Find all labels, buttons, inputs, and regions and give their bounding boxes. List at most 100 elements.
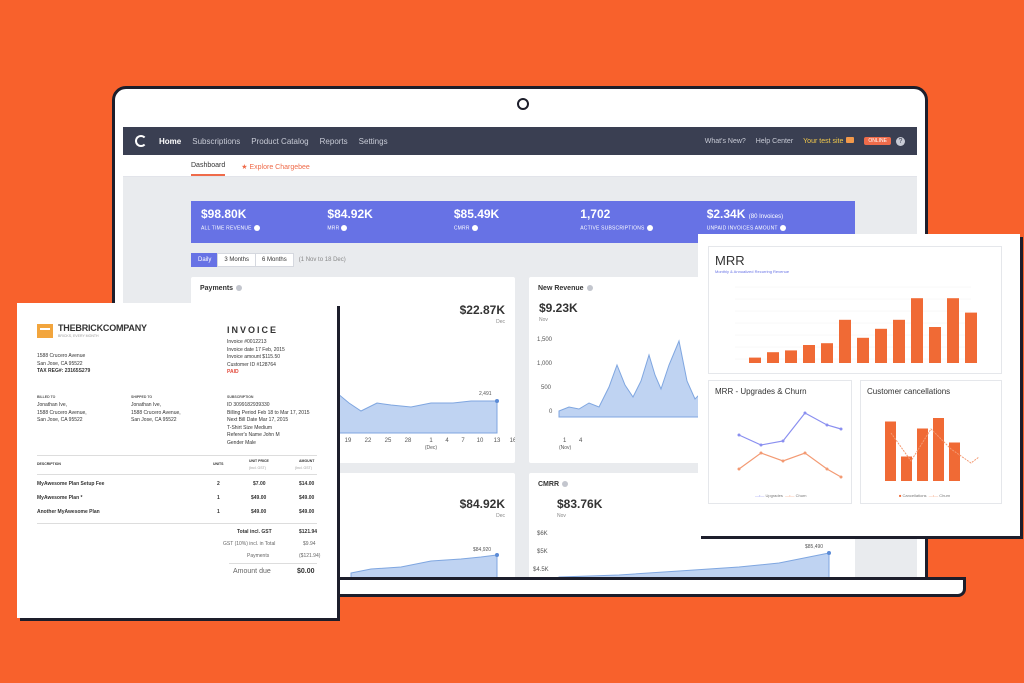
kpi-active-subscriptions[interactable]: 1,702 ACTIVE SUBSCRIPTIONS [580, 207, 706, 237]
brick-logo-icon [37, 323, 53, 338]
cmrr-chart: $6K $5K $4.5K $85,490 [533, 531, 831, 579]
mrr-bar[interactable] [947, 298, 959, 363]
cancellation-bar[interactable] [917, 428, 928, 482]
kpi-value: $85.49K [453, 207, 500, 221]
customer-id: Customer ID #128764 [227, 361, 276, 368]
kpi-value-text: $2.34K [706, 207, 746, 221]
mrr-bar[interactable] [893, 319, 905, 363]
y-tick: $4.5K [533, 567, 549, 573]
mrr-bar[interactable] [857, 337, 869, 363]
x-tick: 1 [563, 438, 567, 444]
info-icon[interactable] [236, 285, 243, 292]
info-icon[interactable] [586, 285, 593, 292]
mrr-bar[interactable] [875, 328, 887, 363]
range-3-months-button[interactable]: 3 Months [217, 253, 257, 267]
cancellation-bar[interactable] [885, 421, 896, 482]
amount-due-value: $0.00 [297, 568, 315, 575]
camera-icon [517, 98, 529, 110]
info-icon[interactable] [471, 225, 478, 231]
mrr-bar[interactable] [929, 327, 941, 363]
new-revenue-value: $9.23K [539, 301, 578, 315]
nav-subscriptions[interactable]: Subscriptions [192, 136, 241, 146]
address-line: San Jose, CA 95522 [37, 360, 83, 367]
mrr-chart: $84,920 [350, 547, 499, 579]
mrr-bar[interactable] [803, 345, 815, 363]
upgrades-churn-chart [737, 411, 843, 479]
nav-settings[interactable]: Settings [358, 136, 388, 146]
info-icon[interactable] [646, 225, 653, 231]
cmrr-period: Nov [557, 513, 566, 519]
legend-cancel-churn: Churn [939, 493, 951, 498]
kpi-label-text: UNPAID INVOICES AMOUNT [706, 225, 778, 232]
total-label: Total incl. GST [237, 529, 272, 535]
info-icon[interactable] [562, 481, 568, 488]
invoice-number: Invoice #0012213 [227, 339, 267, 345]
cancellations-title: Customer cancellations [867, 387, 951, 396]
cancellation-bar[interactable] [949, 442, 960, 482]
mrr-bar-chart [735, 286, 977, 363]
new-revenue-y-ticks: 1,500 1,000 500 0 [537, 337, 553, 415]
range-6-months-button[interactable]: 6 Months [255, 253, 294, 267]
kpi-unpaid-invoices[interactable]: $2.34K (80 Invoices) UNPAID INVOICES AMOU… [707, 207, 845, 237]
info-icon[interactable] [341, 225, 348, 231]
nav-home[interactable]: Home [159, 136, 182, 146]
range-daily-button[interactable]: Daily [191, 253, 219, 267]
nav-product-catalog[interactable]: Product Catalog [251, 136, 309, 146]
nav-right: What's New? Help Center Your test site O… [695, 136, 905, 146]
x-tick: 4 [579, 438, 583, 444]
subscription-line: Next Bill Date Mar 17, 2015 [227, 417, 289, 423]
cancellation-bar[interactable] [933, 418, 944, 481]
kpi-value: $98.80K [201, 207, 247, 221]
shipped-line: San Jose, CA 95522 [131, 417, 177, 423]
item-desc: MyAwesome Plan * [37, 495, 83, 501]
cmrr-last-point[interactable] [827, 551, 831, 555]
whats-new-link[interactable]: What's New? [704, 137, 746, 145]
x-tick: 25 [385, 438, 392, 444]
mrr-bar[interactable] [785, 350, 797, 363]
kpi-cmrr[interactable]: $85.49K CMRR [454, 207, 580, 237]
kpi-all-time-revenue[interactable]: $98.80K ALL TIME REVENUE [201, 207, 327, 237]
nav-reports[interactable]: Reports [319, 136, 348, 146]
mrr-bar[interactable] [839, 319, 851, 363]
cancel-churn-line [890, 428, 980, 464]
invoice-amount: Invoice amount $115.50 [227, 354, 281, 360]
info-icon[interactable] [779, 225, 786, 231]
x-tick: 4 [445, 438, 449, 444]
mrr-bar[interactable] [965, 312, 977, 363]
upgrades-line [738, 412, 842, 446]
cmrr-last-label: $85,490 [805, 544, 823, 550]
tab-explore[interactable]: ★ Explore Chargebee [241, 163, 310, 176]
payments-last-point[interactable] [495, 399, 499, 403]
cmrr-y-ticks: $6K $5K $4.5K [533, 531, 549, 573]
kpi-mrr[interactable]: $84.92K MRR [327, 207, 453, 237]
chargebee-logo-icon[interactable] [135, 135, 147, 147]
mrr-bar[interactable] [749, 357, 761, 363]
billed-to-label: BILLED TO [37, 395, 56, 399]
info-icon[interactable] [253, 225, 260, 231]
kpi-label-text: CMRR [453, 225, 470, 232]
col-note: (Incl. GST) [249, 466, 266, 470]
invoice-document: THEBRICKCOMPANY BRICKS, EVERY MONTH 1588… [17, 303, 337, 618]
site-switcher[interactable]: Your test site [803, 137, 855, 145]
divider [229, 563, 317, 564]
amount-due-label: Amount due [233, 568, 271, 575]
card-title-text: Payments [200, 285, 234, 292]
subscription-line: T-Shirt Size Medium [227, 424, 273, 431]
tab-dashboard[interactable]: Dashboard [191, 162, 226, 176]
payments-value-invoice: ($121.94) [299, 553, 321, 559]
mrr-bar[interactable] [821, 343, 833, 363]
card-title-text: New Revenue [538, 285, 584, 292]
cancellation-bar[interactable] [901, 456, 912, 482]
mrr-bar[interactable] [911, 298, 923, 363]
kpi-label: ACTIVE SUBSCRIPTIONS [580, 225, 706, 231]
help-icon[interactable]: ? [896, 136, 905, 146]
x-tick: 22 [365, 438, 372, 444]
help-center-link[interactable]: Help Center [755, 137, 794, 145]
mrr-last-point[interactable] [495, 553, 499, 557]
shipped-line: 1588 Crucero Avenue, [131, 409, 181, 416]
company-tagline: BRICKS, EVERY MONTH [58, 334, 99, 338]
company-address: 1588 Crucero Avenue San Jose, CA 95522 T… [37, 353, 90, 376]
mrr-bar[interactable] [767, 352, 779, 363]
card-title-text: CMRR [538, 481, 559, 488]
laptop-base [230, 577, 966, 597]
